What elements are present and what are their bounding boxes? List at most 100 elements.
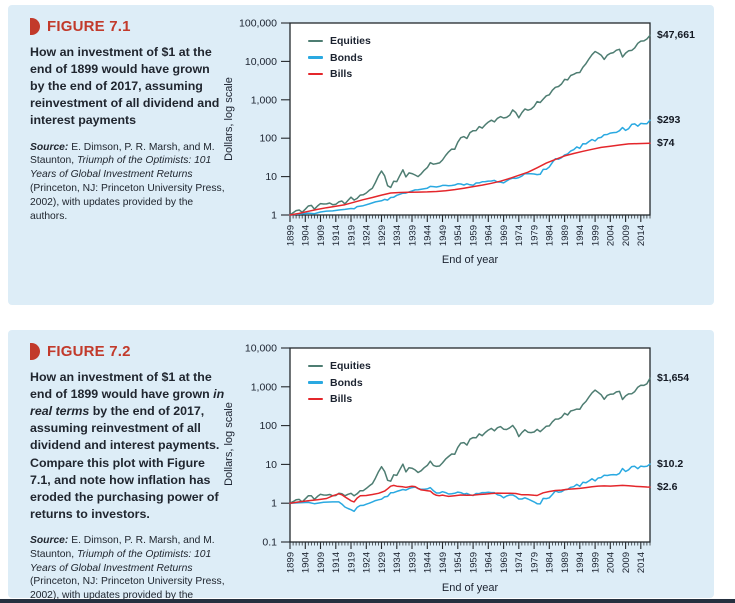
source-book-title: Triumph of the Optimists: 101 Years of G… xyxy=(30,548,212,574)
legend-item-equities: Equities xyxy=(308,35,371,47)
source-authors: E. Dimson, P. R. Marsh, and M. Staunton, xyxy=(30,534,215,560)
caption-italic-text: in real terms xyxy=(30,387,225,419)
page-bottom-rule xyxy=(0,599,735,603)
legend-item-bills: Bills xyxy=(308,68,371,80)
svg-text:1984: 1984 xyxy=(545,552,556,573)
figure-7-1-text-column: FIGURE 7.1 How an investment of $1 at th… xyxy=(30,18,226,223)
end-value-bills: $74 xyxy=(657,136,675,149)
svg-text:1959: 1959 xyxy=(469,552,480,573)
figure-caption: How an investment of $1 at the end of 18… xyxy=(30,44,226,130)
svg-text:1954: 1954 xyxy=(453,552,464,573)
figure-bookmark-icon xyxy=(30,18,40,35)
caption-text: How an investment of $1 at the end of 18… xyxy=(30,370,214,402)
source-publisher: (Princeton, NJ: Princeton University Pre… xyxy=(30,182,225,222)
legend-label-equities: Equities xyxy=(330,360,371,372)
source-book-title: Triumph of the Optimists: 101 Years of G… xyxy=(30,155,212,181)
svg-text:1904: 1904 xyxy=(301,552,312,573)
caption-text: How an investment of $1 at the end of 18… xyxy=(30,45,220,128)
svg-text:1999: 1999 xyxy=(591,552,602,573)
end-value-equities: $47,661 xyxy=(657,28,695,41)
chart-legend: Equities Bonds Bills xyxy=(308,360,371,410)
svg-text:1954: 1954 xyxy=(453,225,464,246)
svg-text:2004: 2004 xyxy=(606,552,617,573)
svg-text:100: 100 xyxy=(259,133,277,145)
chart-fig-7-2: Dollars, log scale 10,000 1,000 100 10 1 0.1 1… xyxy=(220,336,714,603)
svg-text:1964: 1964 xyxy=(484,225,495,246)
svg-text:2014: 2014 xyxy=(636,225,647,246)
caption-text-post: by the end of 2017, assuming reinvestmen… xyxy=(30,404,220,521)
chart-fig-7-1: Dollars, log scale 100,000 10,000 1,000 100… xyxy=(220,11,714,301)
bills-line-swatch xyxy=(308,397,323,401)
end-value-bonds: $10.2 xyxy=(657,457,684,470)
svg-text:1924: 1924 xyxy=(362,225,373,246)
legend-item-bonds: Bonds xyxy=(308,377,371,389)
figure-7-1-header: FIGURE 7.1 xyxy=(30,18,226,35)
bills-line-swatch xyxy=(308,72,323,76)
svg-text:1899: 1899 xyxy=(285,225,296,246)
svg-text:1994: 1994 xyxy=(575,225,586,246)
svg-text:2009: 2009 xyxy=(621,552,632,573)
svg-text:1949: 1949 xyxy=(438,552,449,573)
svg-text:1,000: 1,000 xyxy=(251,381,277,393)
svg-text:10,000: 10,000 xyxy=(245,343,277,355)
svg-text:10,000: 10,000 xyxy=(245,56,277,68)
bonds-line-swatch xyxy=(308,56,323,59)
svg-text:1: 1 xyxy=(271,498,277,510)
figure-caption: How an investment of $1 at the end of 18… xyxy=(30,369,226,523)
svg-text:2009: 2009 xyxy=(621,225,632,246)
svg-text:0.1: 0.1 xyxy=(262,537,277,549)
svg-text:1929: 1929 xyxy=(377,552,388,573)
svg-text:1979: 1979 xyxy=(530,552,541,573)
x-axis-title: End of year xyxy=(441,254,499,266)
legend-label-bonds: Bonds xyxy=(330,376,363,389)
equities-line-swatch xyxy=(308,39,323,43)
svg-text:1929: 1929 xyxy=(377,225,388,246)
figure-7-2-header: FIGURE 7.2 xyxy=(30,343,226,360)
legend-label-bonds: Bonds xyxy=(330,51,363,64)
svg-text:10: 10 xyxy=(265,459,277,471)
svg-text:1974: 1974 xyxy=(514,552,525,573)
plot-svg: 10,000 1,000 100 10 1 0.1 1899 1904 1909 1914 1919… xyxy=(245,343,651,573)
svg-text:1899: 1899 xyxy=(285,552,296,573)
svg-text:1909: 1909 xyxy=(316,552,327,573)
svg-text:1919: 1919 xyxy=(346,552,357,573)
svg-text:100,000: 100,000 xyxy=(239,18,277,30)
plot-svg: 100,000 10,000 1,000 100 10 1 1899 1904 1909 1914… xyxy=(239,18,651,246)
svg-text:1959: 1959 xyxy=(469,225,480,246)
svg-text:1934: 1934 xyxy=(392,225,403,246)
chart-legend: Equities Bonds Bills xyxy=(308,35,371,85)
figure-title: FIGURE 7.2 xyxy=(47,343,131,360)
svg-text:1964: 1964 xyxy=(484,552,495,573)
svg-text:100: 100 xyxy=(259,420,277,432)
svg-text:2014: 2014 xyxy=(636,552,647,573)
svg-text:1939: 1939 xyxy=(407,225,418,246)
legend-item-equities: Equities xyxy=(308,360,371,372)
legend-item-bills: Bills xyxy=(308,393,371,405)
svg-text:2004: 2004 xyxy=(606,225,617,246)
end-value-bonds: $293 xyxy=(657,113,681,126)
svg-text:1969: 1969 xyxy=(499,552,510,573)
svg-text:1979: 1979 xyxy=(530,225,541,246)
figure-panel-7-1: FIGURE 7.1 How an investment of $1 at th… xyxy=(8,5,714,305)
svg-text:1984: 1984 xyxy=(545,225,556,246)
x-axis-title: End of year xyxy=(441,582,499,594)
equities-line-swatch xyxy=(308,364,323,368)
svg-text:1989: 1989 xyxy=(560,552,571,573)
svg-text:1,000: 1,000 xyxy=(251,94,277,106)
figure-panel-7-2: FIGURE 7.2 How an investment of $1 at th… xyxy=(8,330,714,601)
svg-text:1939: 1939 xyxy=(407,552,418,573)
svg-text:1999: 1999 xyxy=(591,225,602,246)
svg-text:1914: 1914 xyxy=(331,552,342,573)
svg-text:1909: 1909 xyxy=(316,225,327,246)
svg-text:1944: 1944 xyxy=(423,552,434,573)
svg-text:1904: 1904 xyxy=(301,225,312,246)
figure-title: FIGURE 7.1 xyxy=(47,18,131,35)
source-label: Source: xyxy=(30,534,69,546)
source-publisher: (Princeton, NJ: Princeton University Pre… xyxy=(30,576,225,602)
legend-label-equities: Equities xyxy=(330,35,371,47)
legend-item-bonds: Bonds xyxy=(308,52,371,64)
svg-text:1914: 1914 xyxy=(331,225,342,246)
svg-text:1969: 1969 xyxy=(499,225,510,246)
svg-text:1994: 1994 xyxy=(575,552,586,573)
